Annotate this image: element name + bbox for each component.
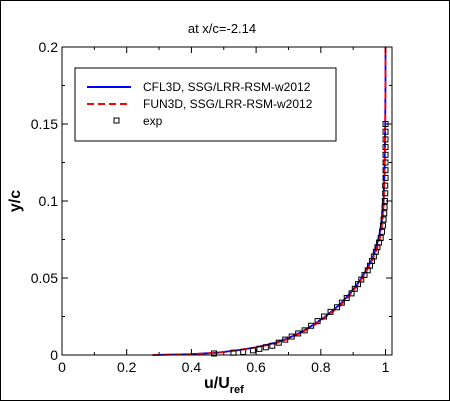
exp-data-point <box>262 344 269 351</box>
legend-label-fun3d: FUN3D, SSG/LRR-RSM-w2012 <box>143 97 313 111</box>
x-axis-label-subscript: ref <box>230 384 244 396</box>
exp-data-point <box>327 308 334 315</box>
x-axis-label-main: u/U <box>204 375 230 392</box>
x-axis-label: u/Uref <box>204 375 244 396</box>
exp-data-point <box>355 281 362 288</box>
exp-data-point <box>382 136 389 143</box>
axis-ticks: 0 0.2 0.4 0.6 0.8 1 0 0.05 0.1 0.15 0.2 <box>31 39 392 375</box>
legend-swatch-exp <box>113 117 120 124</box>
exp-data-point <box>211 350 218 357</box>
exp-data-point <box>269 342 276 349</box>
y-tick-label: 0.1 <box>39 193 59 209</box>
exp-data-point <box>295 330 302 337</box>
exp-data-point <box>358 276 365 283</box>
x-tick-label: 0.6 <box>246 359 266 375</box>
exp-data-point <box>288 333 295 340</box>
y-tick-label: 0.05 <box>31 270 58 286</box>
x-tick-label: 0 <box>58 359 66 375</box>
exp-data-point <box>308 322 315 329</box>
exp-data-point <box>378 228 385 235</box>
exp-data-point <box>382 128 389 135</box>
chart-title: at x/c=-2.14 <box>188 21 256 36</box>
exp-data-point <box>382 167 389 174</box>
exp-data-point <box>379 222 386 229</box>
legend-box <box>74 67 337 142</box>
exp-data-point <box>334 304 340 311</box>
exp-data-point <box>301 327 308 334</box>
exp-data-point <box>382 144 389 151</box>
exp-data-point <box>282 336 289 343</box>
fun3d-curve <box>152 47 387 356</box>
exp-data-point <box>377 234 384 241</box>
exp-data-point <box>351 285 358 292</box>
legend-label-cfl3d: CFL3D, SSG/LRR-RSM-w2012 <box>143 80 311 94</box>
legend-label-exp: exp <box>143 114 163 128</box>
exp-data-point <box>382 174 389 181</box>
x-tick-label: 0.8 <box>311 359 331 375</box>
exp-data-point <box>249 347 256 354</box>
exp-data-point <box>382 182 389 189</box>
exp-data-point <box>338 299 345 306</box>
legend: CFL3D, SSG/LRR-RSM-w2012 FUN3D, SSG/LRR-… <box>74 67 337 142</box>
exp-data-point <box>382 159 389 166</box>
plot-area <box>152 47 389 357</box>
exp-data-point <box>314 318 321 325</box>
plot-frame <box>61 46 393 356</box>
y-axis-label: y/c <box>7 190 24 212</box>
exp-data-point <box>343 295 350 302</box>
exp-data-point <box>321 313 328 320</box>
exp-data-point <box>382 190 389 197</box>
exp-data-point <box>382 151 389 158</box>
y-tick-label: 0 <box>50 347 58 363</box>
exp-data-point <box>361 271 368 278</box>
exp-data-point <box>381 204 388 211</box>
y-tick-label: 0.15 <box>31 116 58 132</box>
exp-data-point <box>348 290 355 297</box>
y-tick-label: 0.2 <box>39 39 59 55</box>
exp-data-point <box>275 339 282 346</box>
exp-data-point <box>256 345 263 352</box>
exp-data-point <box>380 216 387 223</box>
x-tick-label: 1 <box>382 359 390 375</box>
x-tick-label: 0.4 <box>182 359 202 375</box>
x-tick-label: 0.2 <box>117 359 137 375</box>
exp-data-point <box>240 348 247 355</box>
exp-data-point <box>381 210 388 217</box>
